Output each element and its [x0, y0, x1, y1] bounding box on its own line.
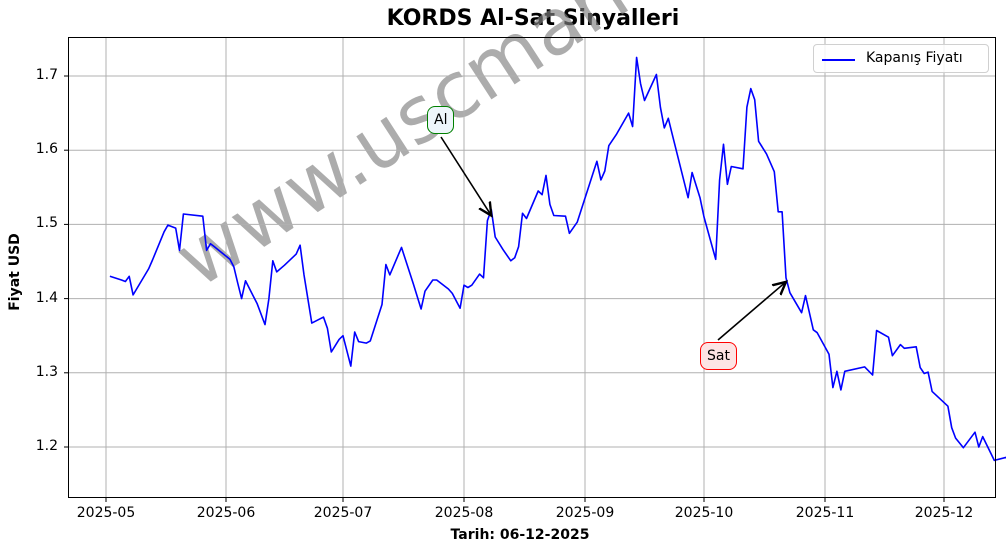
x-axis-label: Tarih: 06-12-2025 [450, 527, 590, 543]
y-tick-label: 1.2 [35, 438, 58, 454]
price-line [109, 56, 1006, 462]
y-tick-label: 1.6 [35, 141, 58, 158]
y-axis-label: Fiyat USD [7, 233, 23, 311]
legend: Kapanış Fiyatı [813, 44, 989, 73]
sell-signal-label: Sat [700, 342, 737, 370]
y-tick-label: 1.4 [35, 289, 58, 306]
x-tick-label: 2025-07 [313, 505, 373, 521]
x-tick-label: 2025-06 [196, 505, 256, 521]
plot-area [68, 37, 996, 498]
legend-line-swatch [822, 59, 855, 61]
x-tick-label: 2025-08 [434, 505, 494, 521]
x-tick-label: 2025-12 [914, 505, 974, 521]
y-tick-label: 1.5 [35, 215, 58, 232]
annotation-arrows [440, 136, 786, 341]
grid-lines [68, 37, 996, 498]
y-tick-label: 1.7 [35, 67, 58, 83]
legend-label: Kapanış Fiyatı [866, 50, 963, 66]
axis-ticks [64, 75, 945, 502]
chart-title: KORDS Al-Sat Sinyalleri [386, 6, 680, 31]
x-tick-label: 2025-09 [555, 505, 615, 521]
x-tick-label: 2025-10 [674, 505, 734, 521]
x-tick-label: 2025-11 [795, 505, 855, 521]
buy-signal-label: Al [427, 106, 455, 134]
x-tick-label: 2025-05 [76, 505, 136, 521]
y-tick-label: 1.3 [35, 363, 58, 380]
